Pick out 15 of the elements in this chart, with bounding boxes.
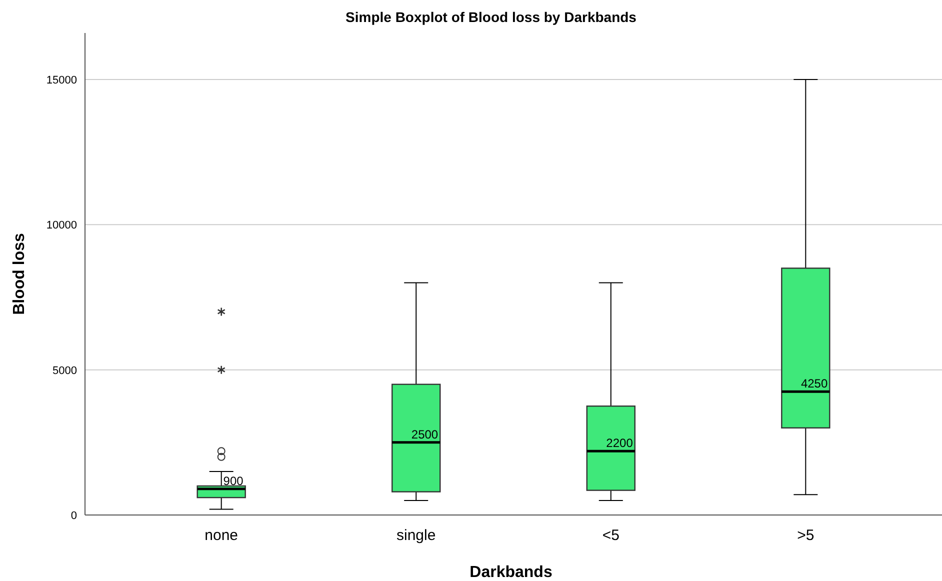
annotation: 4250: [800, 376, 828, 391]
x-tick-label: single: [396, 527, 436, 544]
y-tick-label: 15000: [46, 74, 77, 86]
x-axis-title: Darkbands: [470, 564, 552, 581]
annotation: 900: [223, 474, 244, 488]
y-tick-label: 5000: [52, 364, 77, 377]
x-tick-label: >5: [797, 527, 814, 544]
annotation: 2500: [411, 427, 438, 442]
y-tick-label: 0: [70, 510, 77, 522]
annotation: 2200: [606, 436, 634, 450]
y-axis-title: Blood loss: [11, 233, 28, 315]
y-tick-label: 10000: [46, 220, 77, 232]
x-tick-label: none: [204, 527, 238, 544]
chart-title: Simple Boxplot of Blood loss by Darkbands: [346, 9, 637, 25]
x-tick-label: <5: [602, 527, 620, 544]
